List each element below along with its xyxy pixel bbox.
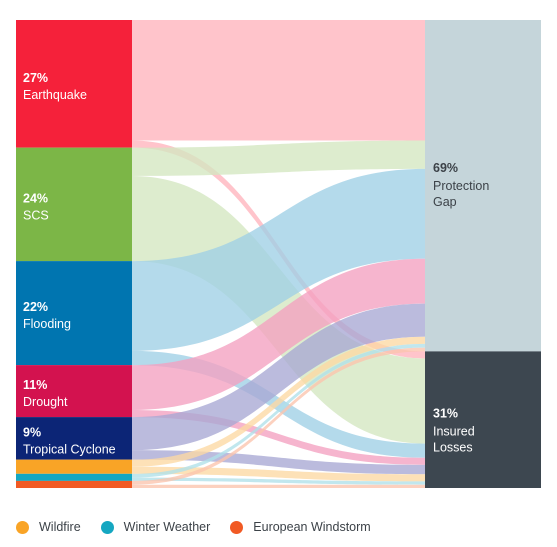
flow-earthquake-to-gap	[132, 20, 425, 141]
label-percent-scs: 24%	[23, 191, 48, 205]
sankey-links	[132, 20, 425, 488]
node-insured	[425, 351, 541, 488]
flow-flooding-to-gap	[132, 168, 425, 351]
node-european_windstorm	[16, 480, 132, 488]
sankey-chart: 27% Earthquake 24% SCS 22% Flooding 11% Drought…	[16, 20, 541, 488]
legend-item-european-windstorm: European Windstorm	[230, 520, 371, 534]
label-percent-tropical_cyclone: 9%	[23, 425, 41, 439]
flow-drought-to-insured	[132, 410, 425, 465]
label-percent-gap: 69%	[433, 161, 458, 175]
node-scs	[16, 147, 132, 262]
node-labels: 27% Earthquake 24% SCS 22% Flooding 11% Drought…	[23, 71, 489, 457]
legend-swatch-winter-weather	[100, 520, 114, 534]
legend-label-winter-weather: Winter Weather	[123, 520, 211, 534]
node-tropical_cyclone	[16, 417, 132, 460]
label-name-tropical_cyclone: Tropical Cyclone	[23, 442, 116, 456]
node-drought	[16, 365, 132, 418]
flow-scs-to-insured	[132, 176, 425, 444]
label-name-drought: Drought	[23, 395, 68, 409]
legend-swatch-wildfire	[16, 520, 29, 534]
label-percent-earthquake: 27%	[23, 71, 48, 85]
node-flooding	[16, 261, 132, 366]
flow-winter_weather-to-gap	[132, 343, 425, 478]
flow-wildfire-to-gap	[132, 336, 425, 467]
label-name-insured-line1: Insured	[433, 424, 475, 438]
node-earthquake	[16, 20, 132, 148]
legend-label-european-windstorm: European Windstorm	[253, 520, 371, 534]
label-name-scs: SCS	[23, 208, 49, 222]
node-gap	[425, 20, 541, 352]
flow-scs-to-gap	[132, 140, 425, 176]
flow-tropical_cyclone-to-insured	[132, 450, 425, 475]
legend: Wildfire Winter Weather European Windsto…	[16, 520, 391, 534]
legend-item-winter-weather: Winter Weather	[100, 520, 211, 534]
label-name-insured-line2: Losses	[433, 440, 473, 454]
source-nodes	[16, 20, 132, 488]
flow-european_windstorm-to-insured	[132, 484, 425, 488]
flow-european_windstorm-to-gap	[132, 347, 425, 485]
legend-label-wildfire: Wildfire	[39, 520, 81, 534]
label-percent-flooding: 22%	[23, 300, 48, 314]
label-name-earthquake: Earthquake	[23, 88, 87, 102]
legend-swatch-european-windstorm	[230, 520, 244, 534]
label-name-gap-line1: Protection	[433, 179, 489, 193]
legend-item-wildfire: Wildfire	[16, 520, 81, 534]
label-name-flooding: Flooding	[23, 317, 71, 331]
node-winter_weather	[16, 473, 132, 481]
flow-winter_weather-to-insured	[132, 477, 425, 485]
label-percent-drought: 11%	[23, 378, 47, 392]
label-percent-insured: 31%	[433, 406, 458, 420]
target-nodes	[425, 20, 541, 488]
flow-drought-to-gap	[132, 258, 425, 410]
label-name-gap-line2: Gap	[433, 195, 457, 209]
flow-tropical_cyclone-to-gap	[132, 303, 425, 451]
node-wildfire	[16, 459, 132, 474]
